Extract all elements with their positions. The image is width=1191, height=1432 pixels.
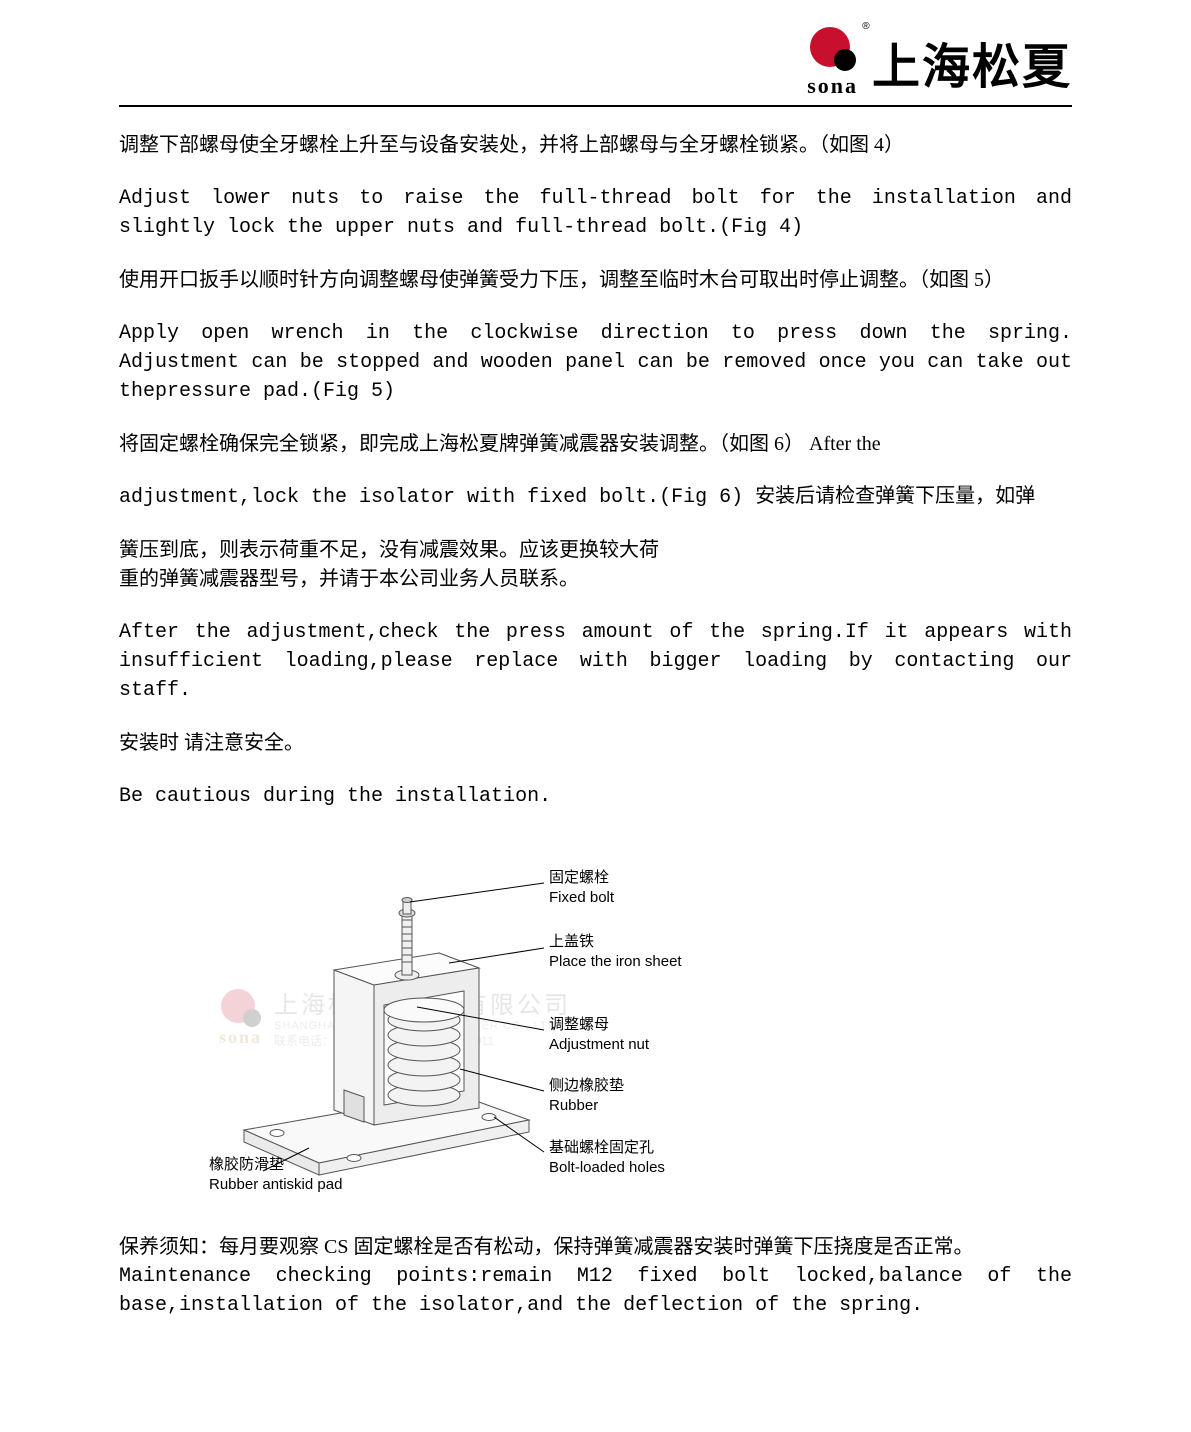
maintenance-en: Maintenance checking points:remain M12 f… <box>119 1262 1072 1320</box>
logo-text-en: sona <box>807 73 858 99</box>
paragraph-3-cn: 将固定螺栓确保完全锁紧，即完成上海松夏牌弹簧减震器安装调整。（如图 6） Aft… <box>119 430 1072 459</box>
paragraph-4-cn-a: 簧压到底，则表示荷重不足，没有减震效果。应该更换较大荷 <box>119 536 1072 565</box>
document-page: ® sona 上海松夏 调整下部螺母使全牙螺栓上升至与设备安装处，并将上部螺母与… <box>0 0 1191 1360</box>
label-bolt-holes: 基础螺栓固定孔 Bolt-loaded holes <box>549 1138 665 1179</box>
paragraph-5-cn: 安装时 请注意安全。 <box>119 729 1072 758</box>
label-iron-sheet: 上盖铁 Place the iron sheet <box>549 932 682 973</box>
label-adjustment-nut: 调整螺母 Adjustment nut <box>549 1015 649 1056</box>
company-name-cn: 上海松夏 <box>872 27 1072 97</box>
paragraph-1-cn: 调整下部螺母使全牙螺栓上升至与设备安装处，并将上部螺母与全牙螺栓锁紧。（如图 4… <box>119 131 1072 160</box>
isolator-diagram: sona 上海松夏减震器有限公司 SHANGHAI SONA SHOCK ABS… <box>119 835 1072 1205</box>
page-header: ® sona 上海松夏 <box>119 25 1072 107</box>
paragraph-4-cn-b: 重的弹簧减震器型号，并请于本公司业务人员联系。 <box>119 565 1072 594</box>
registered-mark: ® <box>862 21 869 32</box>
paragraph-4-cn-block: 簧压到底，则表示荷重不足，没有减震效果。应该更换较大荷 重的弹簧减震器型号，并请… <box>119 536 1072 594</box>
label-antiskid-pad: 橡胶防滑垫 Rubber antiskid pad <box>209 1155 342 1196</box>
paragraph-4-en: After the adjustment,check the press amo… <box>119 618 1072 705</box>
logo-block: ® sona 上海松夏 <box>807 25 1072 99</box>
sona-logo-icon: ® sona <box>807 25 858 99</box>
label-fixed-bolt: 固定螺栓 Fixed bolt <box>549 868 614 909</box>
maintenance-cn: 保养须知：每月要观察 CS 固定螺栓是否有松动，保持弹簧减震器安装时弹簧下压挠度… <box>119 1233 1072 1262</box>
paragraph-5-en: Be cautious during the installation. <box>119 782 1072 811</box>
label-rubber: 侧边橡胶垫 Rubber <box>549 1076 624 1117</box>
paragraph-3-en: adjustment,lock the isolator with fixed … <box>119 483 1072 512</box>
paragraph-2-cn: 使用开口扳手以顺时针方向调整螺母使弹簧受力下压，调整至临时木台可取出时停止调整。… <box>119 266 1072 295</box>
maintenance-block: 保养须知：每月要观察 CS 固定螺栓是否有松动，保持弹簧减震器安装时弹簧下压挠度… <box>119 1233 1072 1320</box>
isolator-svg <box>189 835 559 1195</box>
paragraph-2-en: Apply open wrench in the clockwise direc… <box>119 319 1072 406</box>
paragraph-1-en: Adjust lower nuts to raise the full-thre… <box>119 184 1072 242</box>
